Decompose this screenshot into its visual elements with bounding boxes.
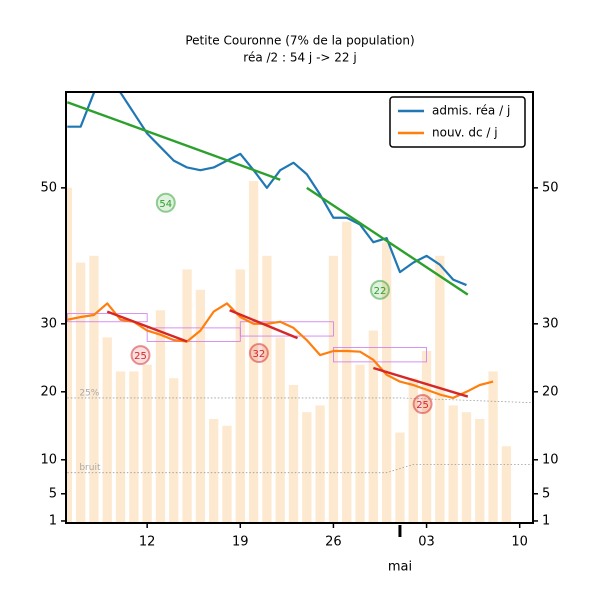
y-tick-label: 20	[40, 384, 57, 399]
bar	[302, 412, 312, 523]
bar	[262, 255, 272, 523]
annotation-label: 54	[159, 199, 172, 210]
bar	[115, 371, 126, 523]
bar	[129, 371, 139, 523]
plot-area	[66, 92, 533, 523]
bar	[248, 181, 259, 523]
bar	[501, 446, 512, 523]
weekly-box	[239, 321, 334, 337]
weekly-box	[333, 347, 427, 363]
series-line	[67, 302, 494, 400]
weekly-box	[66, 313, 148, 323]
bar	[315, 405, 325, 523]
y-tick-label: 30	[40, 316, 57, 331]
annotation-circle	[369, 279, 390, 300]
bar	[408, 378, 418, 523]
x-tick-label: 19	[232, 535, 249, 550]
reference-label: 25%	[79, 388, 99, 398]
x-tick-label: 03	[418, 535, 435, 550]
annotation-circle	[155, 192, 176, 213]
bar	[89, 255, 99, 523]
reference-line	[67, 464, 533, 474]
annotation-label: 22	[374, 286, 387, 297]
legend-label: admis. réa / j	[432, 104, 510, 118]
bar	[355, 364, 365, 523]
bar	[195, 289, 206, 523]
bar	[421, 351, 432, 523]
x-tick-label: 26	[325, 535, 342, 550]
y-tick-label: 5	[49, 486, 57, 501]
annotation-label: 25	[416, 400, 429, 411]
bar	[209, 418, 219, 523]
trend-line	[66, 101, 281, 181]
y-tick-label-right: 10	[542, 452, 559, 467]
chart-title: Petite Couronne (7% de la population)	[185, 34, 414, 48]
bar	[461, 412, 472, 523]
annotation-circle	[412, 394, 433, 415]
bar	[475, 418, 485, 523]
y-tick-label-right: 5	[542, 486, 550, 501]
y-tick-label-right: 20	[542, 384, 559, 399]
bar	[328, 255, 339, 523]
bar	[395, 432, 405, 523]
y-tick-label-right: 1	[542, 513, 550, 528]
bar	[381, 242, 392, 523]
x-tick-label: 12	[139, 535, 156, 550]
bar	[222, 425, 232, 523]
y-tick-label: 10	[40, 452, 57, 467]
plot-frame	[65, 91, 534, 524]
y-tick-label: 1	[49, 513, 57, 528]
x-axis-label: mai	[388, 560, 412, 575]
bar	[75, 262, 86, 523]
bar	[435, 255, 445, 523]
bar	[288, 384, 299, 523]
bar	[142, 364, 152, 523]
bar	[488, 371, 498, 523]
trend-line	[106, 310, 188, 343]
annotation-label: 32	[253, 349, 266, 360]
bar	[169, 378, 179, 523]
chart-subtitle: réa /2 : 54 j -> 22 j	[243, 51, 356, 65]
bar	[448, 405, 458, 523]
bar	[342, 221, 352, 523]
series-line	[67, 92, 467, 287]
trend-line	[229, 309, 298, 340]
annotation-circle	[248, 343, 269, 364]
trend-line	[372, 366, 469, 398]
legend-label: nouv. dc / j	[432, 126, 498, 140]
y-tick-label-right: 30	[542, 316, 559, 331]
y-tick-label: 50	[40, 180, 57, 195]
reference-label: bruit	[79, 463, 101, 473]
x-tick-label: 10	[511, 535, 528, 550]
bar	[155, 310, 166, 523]
reference-line	[67, 397, 533, 404]
annotation-label: 25	[134, 351, 147, 362]
bar	[102, 337, 112, 523]
bar	[275, 337, 285, 523]
bar	[235, 269, 245, 523]
annotation-circle	[130, 345, 151, 366]
bar	[182, 269, 192, 523]
y-tick-label-right: 50	[542, 180, 559, 195]
trend-line	[306, 186, 469, 296]
bar	[66, 187, 72, 523]
legend-box	[389, 96, 526, 148]
bar	[368, 330, 378, 523]
